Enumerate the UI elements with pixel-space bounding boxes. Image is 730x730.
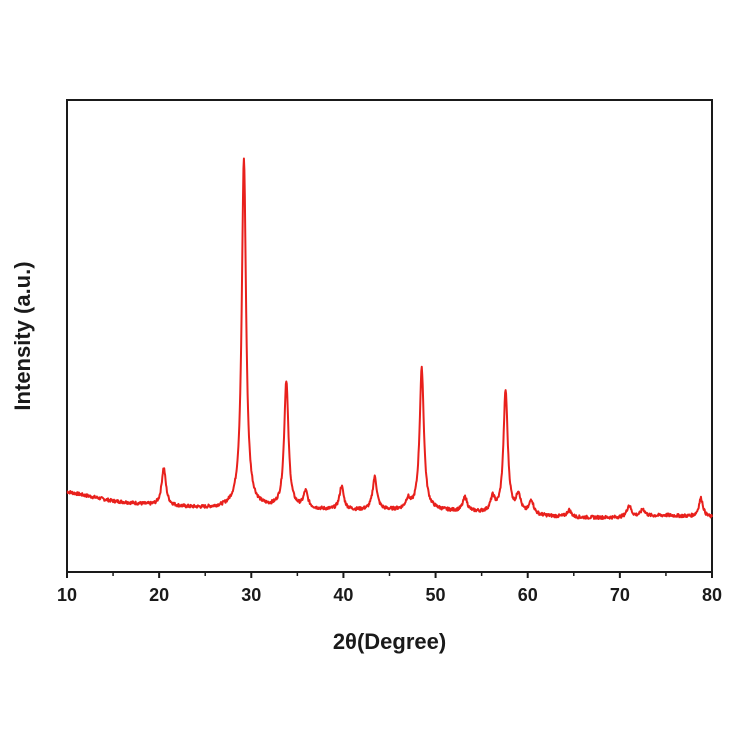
x-tick-label: 30 bbox=[241, 585, 261, 605]
x-axis-ticks bbox=[66, 572, 713, 578]
x-tick-label: 70 bbox=[610, 585, 630, 605]
x-tick-label: 60 bbox=[518, 585, 538, 605]
x-axis-title: 2θ(Degree) bbox=[333, 629, 446, 654]
x-tick-label: 10 bbox=[57, 585, 77, 605]
x-tick-label: 40 bbox=[333, 585, 353, 605]
x-tick-label: 20 bbox=[149, 585, 169, 605]
xrd-series-line bbox=[66, 157, 713, 520]
x-tick-label: 50 bbox=[426, 585, 446, 605]
plot-frame bbox=[66, 99, 713, 573]
x-tick-label: 80 bbox=[702, 585, 722, 605]
y-axis-title: Intensity (a.u.) bbox=[10, 261, 35, 410]
x-axis-tick-labels: 10 20 30 40 50 60 70 80 bbox=[57, 585, 722, 605]
